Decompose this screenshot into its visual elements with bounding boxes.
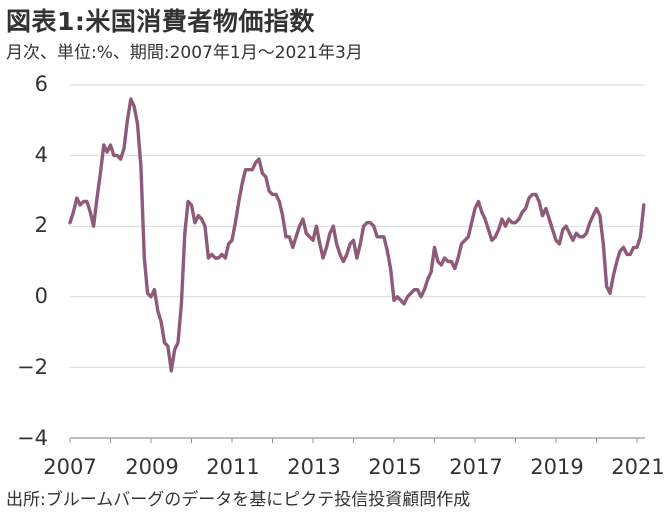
y-tick-label: −4 — [17, 426, 48, 450]
cpi-series-line — [68, 97, 646, 373]
chart-title: 図表1:米国消費者物価指数 — [6, 7, 315, 36]
grid-lines — [70, 84, 645, 368]
y-axis-ticks: 6 4 2 0 −2 −4 — [17, 72, 48, 450]
x-axis-ticks: 2007 2009 2011 2013 2015 2017 2019 2021 — [43, 438, 665, 479]
y-tick-label: 6 — [35, 72, 48, 96]
y-tick-label: −2 — [17, 355, 48, 379]
x-tick-label: 2015 — [368, 455, 421, 479]
x-tick-label: 2011 — [206, 455, 259, 479]
chart-subtitle: 月次、単位:%、期間:2007年1月～2021年3月 — [6, 43, 363, 63]
y-tick-label: 4 — [35, 143, 48, 167]
y-tick-label: 0 — [35, 284, 48, 308]
x-tick-label: 2013 — [287, 455, 340, 479]
x-tick-label: 2007 — [43, 455, 96, 479]
x-tick-label: 2021 — [611, 455, 664, 479]
x-tick-label: 2009 — [125, 455, 178, 479]
x-tick-label: 2019 — [530, 455, 583, 479]
source-note: 出所:ブルームバーグのデータを基にピクテ投信投資顧問作成 — [6, 490, 471, 510]
y-tick-label: 2 — [35, 213, 48, 237]
x-tick-label: 2017 — [449, 455, 502, 479]
